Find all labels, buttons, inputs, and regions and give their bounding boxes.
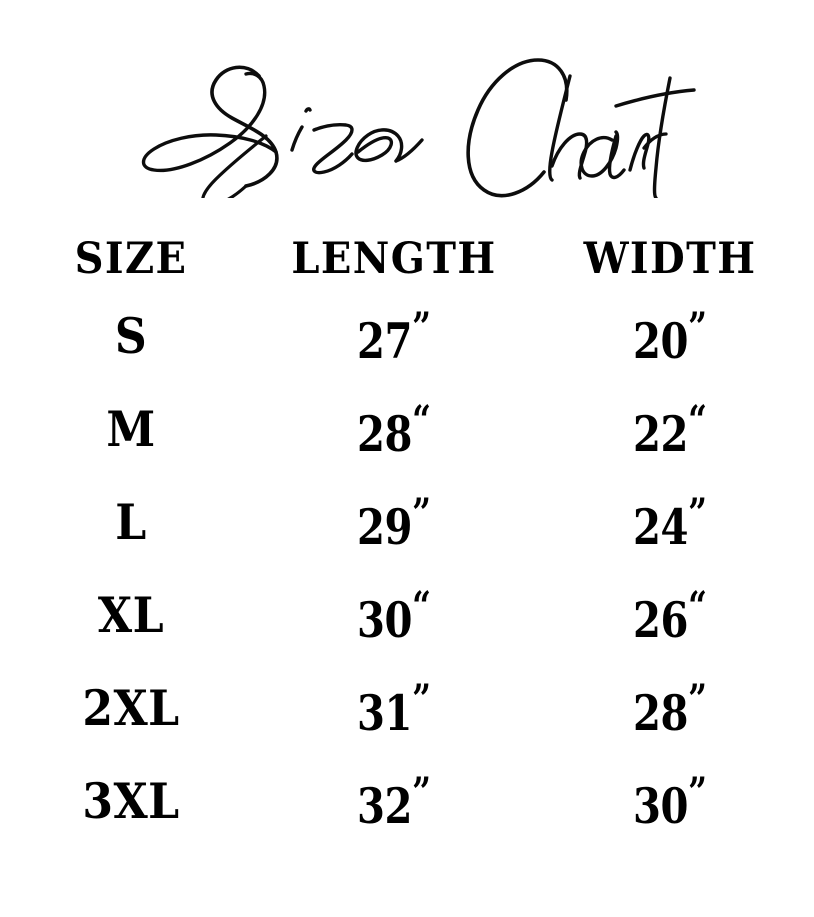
cell-length-value: 32 xyxy=(357,776,413,835)
column-header-width: WIDTH xyxy=(583,233,757,284)
table-row: XL 30“ 26“ xyxy=(0,569,814,662)
cell-size: M xyxy=(106,400,156,458)
cell-size: L xyxy=(115,493,147,551)
cell-length: 29” xyxy=(286,476,502,569)
table-row: 2XL 31” 28” xyxy=(0,662,814,755)
column-header-length: LENGTH xyxy=(291,233,497,284)
cell-width: 26“ xyxy=(552,569,788,662)
cell-size: XL xyxy=(97,586,165,644)
cell-length: 27” xyxy=(286,290,502,383)
table-row: 3XL 32” 30” xyxy=(0,755,814,848)
size-chart-script-title xyxy=(141,58,696,198)
cell-size: 3XL xyxy=(82,772,180,830)
cell-length: 32” xyxy=(286,755,502,848)
cell-length-unit: “ xyxy=(412,396,431,444)
cell-width-value: 20 xyxy=(633,311,689,370)
cell-width-unit: ” xyxy=(688,303,707,351)
cell-length-value: 29 xyxy=(357,497,413,556)
cell-length-value: 28 xyxy=(357,404,413,463)
page-title: Size Chart xyxy=(0,48,814,198)
cell-length: 28“ xyxy=(286,383,502,476)
table-row: S 27” 20” xyxy=(0,290,814,383)
table-row: M 28“ 22“ xyxy=(0,383,814,476)
size-chart-table: SIZE LENGTH WIDTH S 27” 20” M 28“ 22“ L … xyxy=(0,228,814,848)
cell-size: S xyxy=(114,307,148,365)
cell-width: 24” xyxy=(552,476,788,569)
cell-width-unit: ” xyxy=(688,768,707,816)
cell-length: 30“ xyxy=(286,569,502,662)
column-header-size: SIZE xyxy=(74,233,188,284)
cell-length-unit: ” xyxy=(412,303,431,351)
cell-length-value: 31 xyxy=(357,683,413,742)
table-header-row: SIZE LENGTH WIDTH xyxy=(0,228,814,290)
cell-length-unit: ” xyxy=(412,768,431,816)
cell-length-unit: ” xyxy=(412,675,431,723)
cell-width-value: 26 xyxy=(633,590,689,649)
cell-width-unit: ” xyxy=(688,489,707,537)
cell-width-unit: “ xyxy=(688,396,707,444)
cell-width: 20” xyxy=(552,290,788,383)
cell-width: 28” xyxy=(552,662,788,755)
cell-width-value: 22 xyxy=(633,404,689,463)
cell-width-value: 30 xyxy=(633,776,689,835)
cell-width-value: 24 xyxy=(633,497,689,556)
cell-length-value: 27 xyxy=(357,311,413,370)
cell-width-unit: “ xyxy=(688,582,707,630)
cell-length-value: 30 xyxy=(357,590,413,649)
table-row: L 29” 24” xyxy=(0,476,814,569)
cell-size: 2XL xyxy=(82,679,180,737)
cell-width: 30” xyxy=(552,755,788,848)
cell-width-unit: ” xyxy=(688,675,707,723)
cell-length: 31” xyxy=(286,662,502,755)
cell-length-unit: ” xyxy=(412,489,431,537)
cell-width-value: 28 xyxy=(633,683,689,742)
cell-length-unit: “ xyxy=(412,582,431,630)
cell-width: 22“ xyxy=(552,383,788,476)
